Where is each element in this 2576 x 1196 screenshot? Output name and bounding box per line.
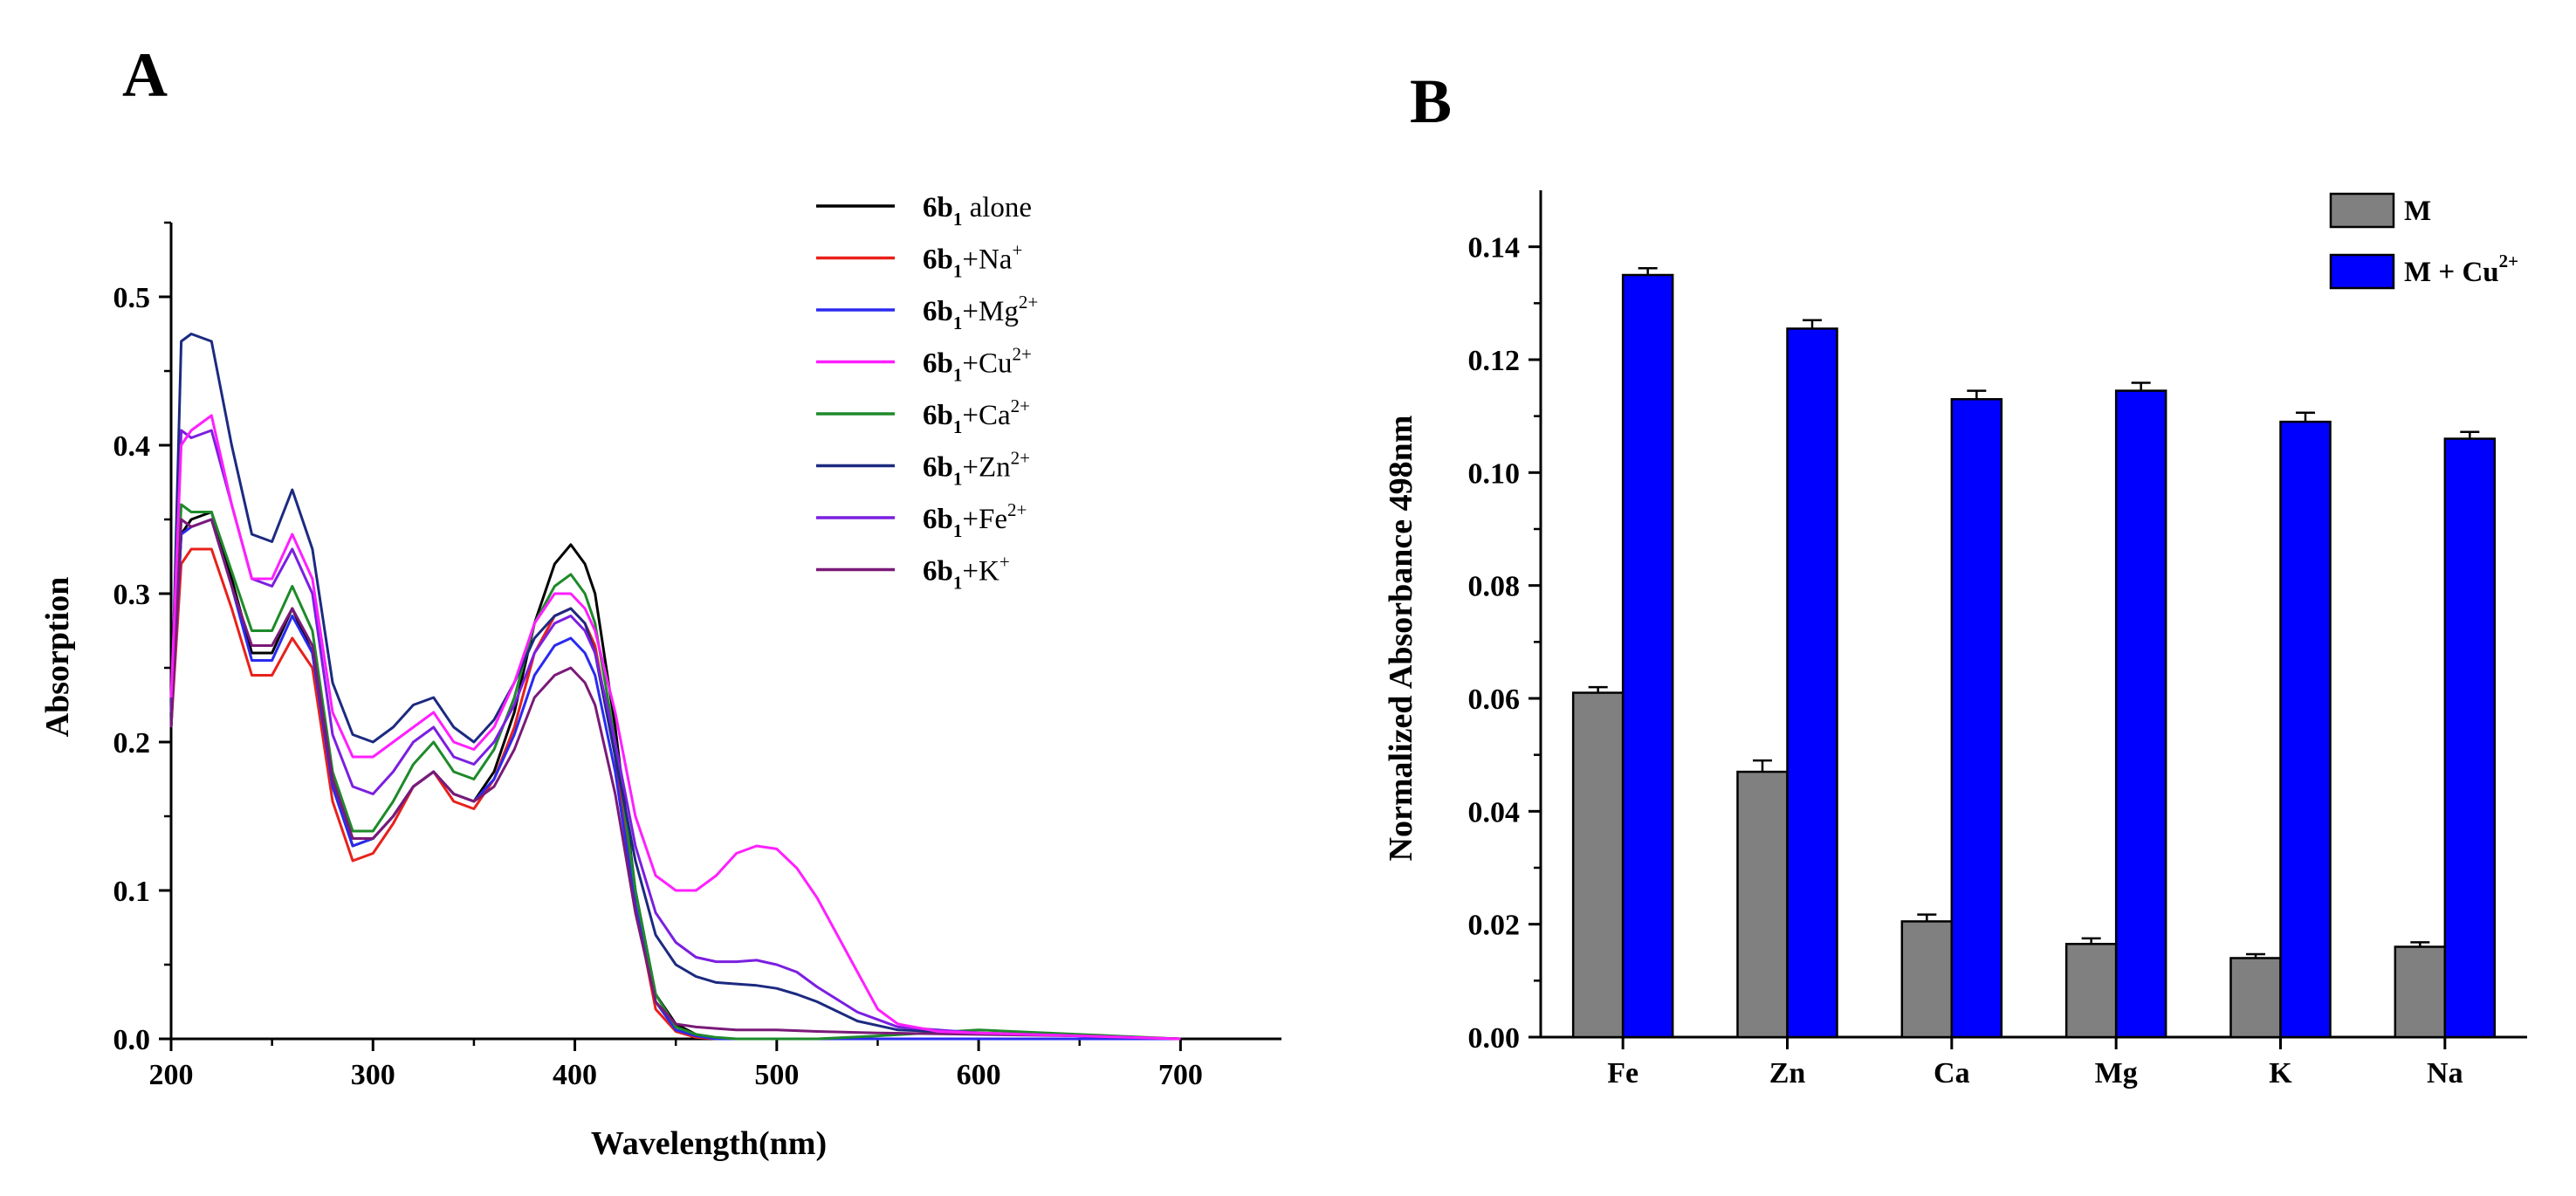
panel-a-x-tick-label: 700 xyxy=(1158,1059,1203,1091)
panel-b-y-tick-label: 0.06 xyxy=(1468,684,1521,716)
panel-a-x-tick-label: 500 xyxy=(754,1059,799,1091)
legend-label-fe: 6b1+Fe2+ xyxy=(923,499,1027,541)
legend-label-na: 6b1+Na+ xyxy=(923,240,1022,282)
panel-b-y-tick-label: 0.04 xyxy=(1468,796,1521,828)
panel-a-series-line-mg xyxy=(169,518,1181,1041)
panel-b-y-label: Normalized Absorbance 498nm xyxy=(1383,416,1419,862)
panel-b-letter: B xyxy=(1410,66,1452,136)
panel-a-x-tick-label: 300 xyxy=(351,1059,395,1091)
legend-label-zn: 6b1+Zn2+ xyxy=(923,448,1030,490)
panel-a-x-tick-label: 200 xyxy=(149,1059,194,1091)
bar-m-zn xyxy=(1736,770,1789,1039)
bar-m-cu-k xyxy=(2279,420,2332,1039)
legend-swatch-m-cu xyxy=(2329,253,2395,290)
panel-a-x-tick-label: 400 xyxy=(553,1059,597,1091)
panel-a-y-tick-label: 0.2 xyxy=(113,727,151,760)
legend-label-k: 6b1+K+ xyxy=(923,552,1010,594)
bar-m-na xyxy=(2394,945,2447,1039)
legend-label-mg: 6b1+Mg2+ xyxy=(923,292,1038,333)
bar-m-cu-na xyxy=(2443,437,2497,1039)
panel-a-y-tick-label: 0.1 xyxy=(113,876,151,908)
panel-a-y-tick-label: 0.4 xyxy=(113,430,151,463)
panel-a-x-label: Wavelength(nm) xyxy=(591,1125,827,1162)
panel-a-series-line-ca xyxy=(169,503,1181,1041)
panel-a-y-tick-label: 0.3 xyxy=(113,579,151,611)
panel-b-x-tick-label: Zn xyxy=(1769,1057,1806,1089)
panel-b-x-tick-label: Ca xyxy=(1934,1057,1970,1089)
panel-a-series-line-cu xyxy=(169,414,1181,1041)
panel-b-y-tick-label: 0.12 xyxy=(1468,345,1521,377)
panel-a-series-line-k xyxy=(169,518,1181,1041)
bar-m-fe xyxy=(1571,691,1625,1039)
legend-label-cu: 6b1+Cu2+ xyxy=(923,344,1032,386)
panel-b-y-tick-label: 0.14 xyxy=(1468,232,1521,265)
legend-label-m-cu: M + Cu2+ xyxy=(2404,251,2518,288)
panel-a-series-line-fe xyxy=(169,429,1181,1041)
bar-m-cu-zn xyxy=(1786,327,1838,1039)
panel-b-y-tick-label: 0.00 xyxy=(1468,1022,1521,1055)
legend-label-alone: 6b1 alone xyxy=(923,192,1032,230)
panel-b-bar-chart: 0.00 0.02 0.04 0.06 0.08 0.10 0.12 0.14 Normaliz… xyxy=(1383,190,2527,1089)
panel-b-x-tick-label: Fe xyxy=(1607,1057,1638,1089)
panel-a-series-line-zn xyxy=(169,333,1181,1041)
legend-label-m: M xyxy=(2404,196,2431,227)
panel-b-x-tick-label: Mg xyxy=(2095,1057,2138,1089)
legend-swatch-m xyxy=(2329,192,2395,229)
bar-m-ca xyxy=(1900,920,1954,1039)
panel-a-x-tick-label: 600 xyxy=(957,1059,1001,1091)
bar-m-cu-ca xyxy=(1950,398,2003,1039)
panel-b-x-tick-label: K xyxy=(2269,1057,2292,1089)
panel-b-y-tick-label: 0.10 xyxy=(1468,457,1521,490)
panel-b-y-tick-label: 0.08 xyxy=(1468,571,1521,603)
bar-m-cu-fe xyxy=(1621,273,1674,1039)
panel-a-y-tick-label: 0.5 xyxy=(113,282,151,314)
panel-b-x-tick-label: Na xyxy=(2427,1057,2463,1089)
panel-a-line-chart: 200 300 400 500 600 700 0.0 0.1 0.2 0.3 0.4 0.5 Wave… xyxy=(39,192,1281,1162)
panel-b-y-tick-label: 0.02 xyxy=(1468,910,1521,942)
bar-m-cu-mg xyxy=(2114,389,2167,1039)
panel-a-series-line-alone xyxy=(169,511,1181,1041)
panel-a-y-label: Absorption xyxy=(39,577,76,738)
bar-m-mg xyxy=(2064,943,2118,1039)
legend-label-ca: 6b1+Ca2+ xyxy=(923,395,1030,437)
panel-a-y-tick-label: 0.0 xyxy=(113,1024,151,1056)
bar-m-k xyxy=(2229,957,2282,1039)
panel-a-letter: A xyxy=(122,40,168,110)
